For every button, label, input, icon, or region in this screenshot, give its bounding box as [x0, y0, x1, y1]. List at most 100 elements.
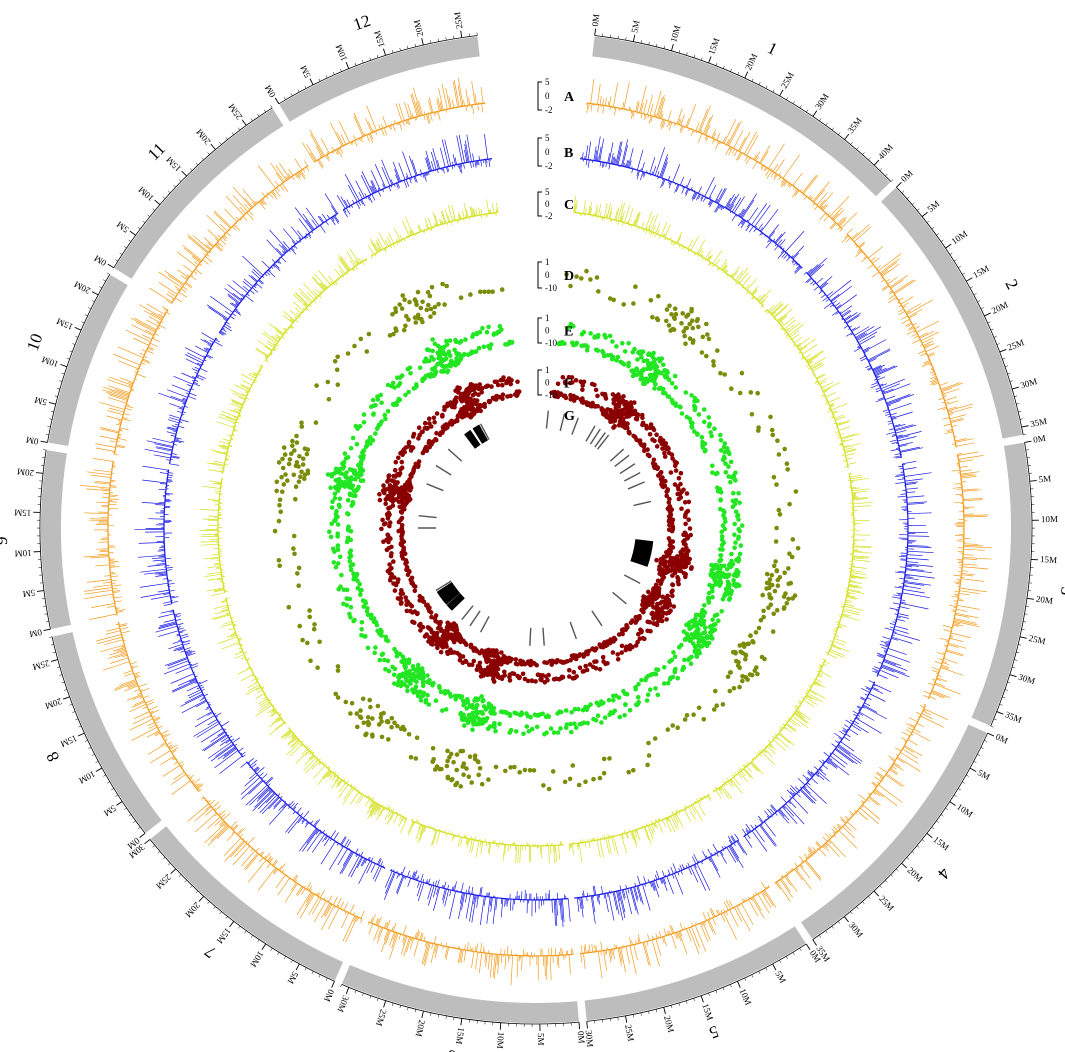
- track-D-point: [389, 724, 394, 730]
- track-F-scale-label: 1: [545, 365, 550, 375]
- track-D-point: [646, 740, 651, 746]
- track-E-point: [432, 365, 438, 370]
- track-E-point: [417, 365, 423, 371]
- tick-mark: [873, 890, 880, 897]
- tick-mark: [50, 659, 58, 662]
- track-E-point: [574, 340, 580, 346]
- track-G-mark: [571, 417, 579, 435]
- track-E-point: [708, 571, 713, 577]
- track-F-point: [426, 416, 432, 422]
- tick-label: 5M: [22, 588, 36, 599]
- track-D-point: [413, 756, 419, 761]
- tick-mark: [1002, 696, 1006, 699]
- track-D-point: [432, 304, 438, 310]
- track-E-point: [667, 659, 672, 664]
- tick-mark: [843, 916, 850, 923]
- track-D-point: [430, 746, 436, 751]
- track-D-point: [358, 336, 364, 342]
- track-F-point: [477, 382, 483, 387]
- track-E-point: [699, 435, 705, 440]
- track-E-point: [702, 419, 707, 425]
- chromosome-7-band: [150, 826, 344, 981]
- track-D-point: [737, 684, 742, 690]
- track-F-point: [580, 669, 586, 674]
- track-E-point: [458, 710, 464, 716]
- tick-mark: [369, 57, 371, 61]
- track-F-point: [687, 526, 693, 531]
- track-E-point: [580, 707, 586, 713]
- track-E-point: [715, 566, 720, 571]
- track-F-point: [436, 625, 441, 631]
- track-E-point: [348, 604, 354, 610]
- chromosome-11-band: [114, 108, 284, 279]
- track-F-point: [647, 453, 652, 459]
- track-E-point: [698, 613, 704, 618]
- track-E-point: [405, 688, 410, 694]
- track-D-point: [761, 608, 766, 614]
- track-D-point: [335, 354, 341, 360]
- track-D-point: [274, 488, 280, 494]
- track-D-point: [414, 735, 420, 741]
- track-E-point: [708, 430, 713, 435]
- track-E-point: [583, 704, 588, 710]
- track-A: [80, 77, 993, 986]
- track-D-point: [753, 630, 759, 635]
- track-E-point: [350, 499, 356, 505]
- tick-mark: [36, 590, 45, 592]
- tick-mark: [369, 995, 372, 999]
- track-F-point: [380, 517, 385, 523]
- track-B-bars: [336, 133, 492, 218]
- track-F-point: [688, 566, 694, 571]
- track-F-point: [492, 653, 498, 659]
- tick-label: 30M: [335, 994, 351, 1014]
- track-A-bars: [775, 703, 948, 902]
- track-F-point: [620, 631, 625, 637]
- tick-mark: [107, 272, 110, 275]
- chromosome-7-axis: [149, 839, 335, 982]
- tick-mark: [207, 901, 210, 904]
- track-E-point: [572, 706, 578, 712]
- track-G-mark: [436, 581, 454, 594]
- tick-mark: [257, 113, 260, 117]
- track-D-point: [365, 715, 371, 720]
- tick-label: 10M: [1041, 514, 1058, 524]
- track-E-point: [718, 432, 723, 438]
- tick-label: 25M: [154, 872, 173, 891]
- track-D-point: [305, 468, 311, 474]
- tick-mark: [890, 179, 894, 182]
- track-E-point: [396, 679, 402, 684]
- track-D-point: [782, 446, 787, 452]
- track-E-point: [526, 729, 532, 734]
- tick-mark: [392, 1002, 394, 1006]
- tick-mark: [862, 152, 865, 155]
- tick-label: 30M: [584, 1030, 596, 1048]
- tick-mark: [354, 62, 357, 66]
- tick-label: 0M: [1032, 433, 1046, 445]
- tick-label: 25M: [32, 658, 51, 672]
- track-D-point: [741, 644, 747, 649]
- track-D-point: [727, 688, 733, 694]
- track-F-point: [508, 393, 513, 399]
- track-E-point: [706, 590, 712, 596]
- track-F-point: [404, 565, 410, 570]
- track-E-point: [720, 523, 726, 528]
- tick-mark: [990, 328, 994, 331]
- tick-mark: [686, 52, 688, 56]
- track-F-point: [542, 660, 547, 665]
- track-E-point: [361, 412, 367, 417]
- tick-label: 10M: [495, 1031, 506, 1049]
- track-G-mark: [468, 429, 481, 447]
- tick-mark: [237, 127, 241, 131]
- track-D-point: [453, 782, 458, 788]
- tick-mark: [407, 45, 409, 49]
- track-D-point: [448, 751, 454, 757]
- track-D-point: [302, 476, 307, 482]
- track-B-bars: [144, 332, 223, 466]
- track-D-point: [490, 289, 495, 295]
- tick-mark: [799, 105, 802, 109]
- track-D-point: [790, 596, 795, 601]
- tick-label: 15M: [372, 29, 387, 48]
- track-E: [325, 321, 745, 737]
- track-D-point: [393, 306, 398, 311]
- track-E-point: [325, 472, 331, 477]
